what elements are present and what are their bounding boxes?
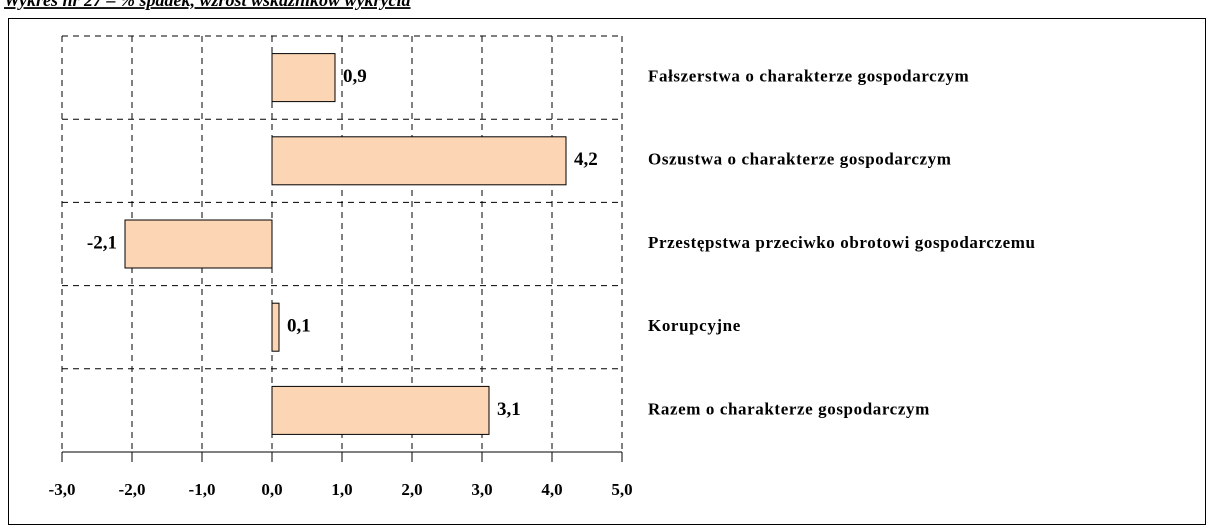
bar	[271, 302, 280, 352]
x-tick-label: -2,0	[119, 480, 146, 499]
value-label: 4,2	[574, 149, 598, 170]
x-tick-label: -1,0	[189, 480, 216, 499]
value-label: 3,1	[497, 399, 521, 420]
chart-title: Wykres nr 27 – % spadek, wzrost wskaźnik…	[4, 0, 411, 10]
value-label: 0,1	[287, 316, 311, 337]
category-label: Oszustwa o charakterze gospodarczym	[648, 150, 952, 169]
bar	[271, 53, 336, 103]
x-tick-label: -3,0	[49, 480, 76, 499]
value-label: 0,9	[343, 66, 367, 87]
x-tick-label: 4,0	[541, 480, 562, 499]
category-label: Przestępstwa przeciwko obrotowi gospodar…	[648, 233, 1036, 252]
x-tick-label: 0,0	[261, 480, 282, 499]
category-label: Fałszerstwa o charakterze gospodarczym	[648, 67, 969, 86]
value-label: -2,1	[87, 232, 117, 253]
bar	[124, 219, 273, 269]
chart-frame	[8, 18, 1206, 525]
x-tick-label: 5,0	[611, 480, 632, 499]
bar	[271, 385, 490, 435]
category-label: Korupcyjne	[648, 316, 741, 335]
bar	[271, 136, 567, 186]
x-tick-label: 2,0	[401, 480, 422, 499]
category-label: Razem o charakterze gospodarczym	[648, 399, 930, 418]
x-tick-label: 3,0	[471, 480, 492, 499]
x-tick-label: 1,0	[331, 480, 352, 499]
